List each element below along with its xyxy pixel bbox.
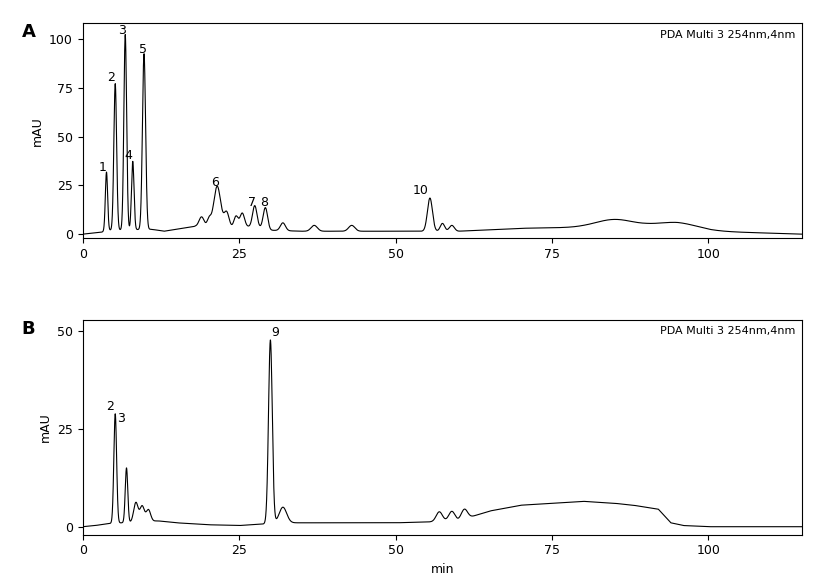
Text: 6: 6	[212, 176, 219, 189]
Text: 2: 2	[107, 71, 115, 84]
Text: A: A	[22, 23, 36, 41]
Text: 5: 5	[139, 44, 146, 56]
Text: 9: 9	[271, 326, 280, 339]
Text: 10: 10	[413, 184, 428, 197]
Text: 3: 3	[117, 412, 126, 425]
Text: 1: 1	[98, 160, 107, 174]
X-axis label: min: min	[431, 563, 454, 576]
Y-axis label: mAU: mAU	[38, 413, 51, 442]
Y-axis label: mAU: mAU	[31, 116, 44, 145]
Text: B: B	[22, 320, 36, 338]
Text: PDA Multi 3 254nm,4nm: PDA Multi 3 254nm,4nm	[660, 30, 795, 40]
Text: 2: 2	[107, 400, 114, 414]
Text: 8: 8	[261, 196, 268, 209]
Text: 3: 3	[118, 24, 126, 37]
Text: 4: 4	[124, 149, 132, 162]
Text: 7: 7	[247, 196, 256, 209]
Text: PDA Multi 3 254nm,4nm: PDA Multi 3 254nm,4nm	[660, 326, 795, 336]
